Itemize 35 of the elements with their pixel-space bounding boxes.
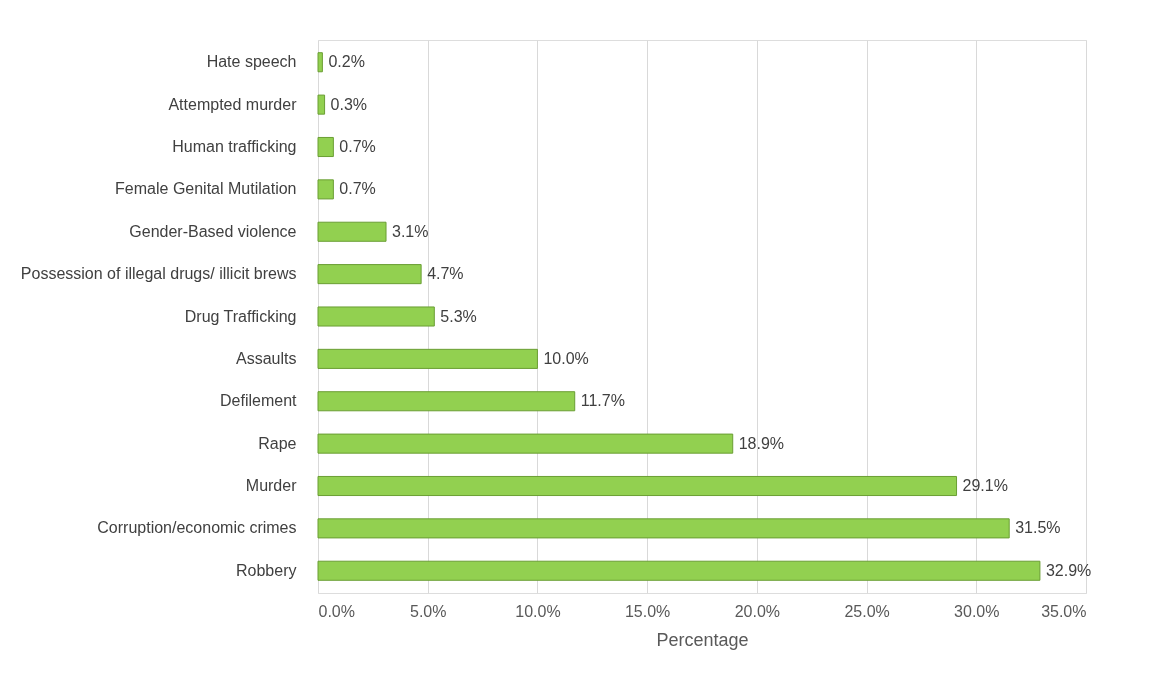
data-label: 0.2% (328, 53, 365, 71)
y-tick-label: Gender-Based violence (129, 222, 297, 240)
y-tick-label: Robbery (236, 561, 297, 579)
x-axis-title: Percentage (656, 629, 749, 650)
y-tick-label: Hate speech (206, 53, 297, 71)
y-tick-label: Female Genital Mutilation (115, 180, 297, 198)
y-tick-label: Drug Trafficking (184, 307, 297, 325)
data-label: 18.9% (738, 434, 785, 452)
data-label: 0.7% (339, 138, 376, 155)
data-label: 31.5% (1015, 519, 1061, 537)
data-label: 29.1% (962, 477, 1008, 494)
data-label: 11.7% (580, 392, 625, 410)
data-label: 3.1% (392, 222, 429, 240)
data-label: 4.7% (427, 265, 464, 283)
y-tick-label: Human trafficking (172, 138, 297, 155)
x-tick-label: 5.0% (409, 602, 447, 620)
y-tick-label: Murder (245, 477, 298, 494)
y-tick-label: Corruption/economic crimes (97, 519, 297, 537)
x-tick-label: 10.0% (515, 602, 561, 620)
x-tick-label: 30.0% (954, 602, 1000, 620)
data-label: 0.7% (339, 180, 376, 198)
x-tick-label: 0.0% (318, 602, 355, 620)
data-label: 10.0% (543, 349, 589, 367)
data-label: 32.9% (1045, 561, 1092, 579)
x-tick-label: 25.0% (844, 602, 890, 620)
x-tick-label: 15.0% (624, 602, 671, 620)
y-tick-label: Rape (258, 434, 297, 452)
y-tick-label: Attempted murder (168, 95, 298, 113)
data-label: 0.3% (330, 95, 368, 113)
data-label: 5.3% (440, 307, 477, 325)
y-tick-label: Defilement (220, 392, 298, 410)
y-tick-label: Possession of illegal drugs/ illicit brews (20, 265, 297, 283)
x-tick-label: 35.0% (1041, 602, 1087, 620)
x-tick-label: 20.0% (734, 602, 781, 620)
y-tick-label: Assaults (236, 349, 297, 367)
